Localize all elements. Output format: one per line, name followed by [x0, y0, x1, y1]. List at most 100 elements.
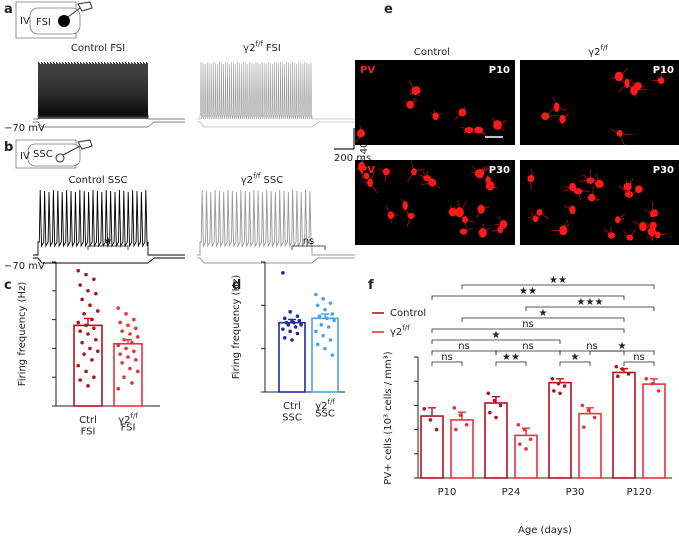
data-point — [86, 289, 90, 293]
significance-bracket — [431, 339, 561, 344]
data-point — [126, 323, 130, 328]
pv-cell — [595, 179, 604, 189]
spike-trace — [33, 189, 185, 256]
data-point — [562, 384, 567, 388]
significance-bracket — [589, 350, 655, 355]
data-point — [290, 338, 294, 342]
data-point — [86, 332, 90, 336]
hyperpolarizing-trace — [33, 121, 185, 128]
stain-label: PV — [360, 65, 375, 76]
data-point — [592, 415, 597, 420]
data-point — [650, 381, 655, 386]
pv-cell — [478, 228, 487, 238]
data-point — [321, 333, 325, 338]
pv-cell — [455, 207, 464, 218]
spike-trace — [197, 61, 355, 120]
legend-label: γ2f/f — [390, 324, 410, 338]
panel-label: f — [368, 278, 374, 293]
hyperpolarizing-trace — [197, 121, 355, 128]
data-point — [428, 418, 433, 422]
data-point — [128, 366, 132, 371]
data-point — [128, 332, 132, 336]
error-bar — [428, 407, 436, 417]
bar — [113, 342, 143, 407]
significance-label: ★★ — [502, 352, 520, 363]
hyperpolarizing-trace — [33, 257, 185, 264]
pv-cell — [573, 188, 583, 195]
rest-label: −70 mV — [4, 261, 45, 272]
pv-cell — [411, 168, 417, 176]
significance-label: ns — [633, 352, 645, 363]
data-point — [118, 352, 122, 356]
data-point — [656, 389, 661, 393]
data-point — [120, 329, 124, 333]
data-point — [326, 325, 331, 329]
age-label: P30 — [489, 165, 510, 176]
data-point — [134, 358, 138, 362]
data-point — [94, 337, 98, 342]
micrograph — [355, 60, 515, 145]
pv-cell — [363, 172, 370, 180]
pv-cell — [356, 129, 366, 138]
trace-title: Control SSC — [68, 175, 127, 186]
significance-label: ★ — [104, 236, 113, 247]
x-tick-label: P30 — [566, 487, 585, 498]
data-point — [80, 297, 84, 302]
pv-cell — [382, 168, 390, 176]
significance-label: ★★★ — [577, 297, 604, 308]
x-axis-label: Age (days) — [518, 525, 572, 536]
data-point — [132, 349, 136, 354]
significance-bracket — [431, 328, 625, 333]
pv-cell — [411, 87, 419, 95]
data-point — [136, 369, 140, 374]
pv-cell — [635, 185, 643, 194]
bar — [278, 321, 306, 393]
data-point — [626, 372, 631, 376]
data-point — [76, 320, 80, 325]
significance-label: ★★ — [519, 286, 537, 297]
significance-label: ns — [303, 236, 315, 247]
data-point — [582, 425, 586, 429]
data-point — [319, 323, 324, 327]
pv-cell — [624, 190, 634, 198]
data-point — [518, 442, 522, 446]
significance-label: ★★ — [549, 275, 567, 286]
data-point — [96, 309, 100, 313]
data-point — [586, 408, 591, 413]
panel-label: b — [4, 140, 13, 155]
pv-cell — [407, 212, 415, 219]
significance-label: ns — [441, 352, 453, 363]
pv-cell — [616, 129, 623, 137]
pv-cell — [536, 208, 543, 216]
bar — [578, 412, 602, 479]
data-point — [644, 376, 649, 381]
data-point — [86, 384, 90, 388]
data-point — [321, 297, 325, 301]
pv-cell — [559, 114, 566, 124]
data-point — [88, 303, 92, 308]
y-axis-label: Firing frequency (Hz) — [231, 275, 242, 380]
scale-label: 200 ms — [334, 153, 371, 164]
data-point — [92, 326, 96, 331]
pv-cell — [623, 182, 632, 191]
data-point — [486, 391, 491, 396]
trace-title: γ2f/f SSC — [241, 172, 283, 186]
data-point — [122, 375, 126, 380]
spike-trace — [197, 189, 355, 256]
pv-cell — [464, 126, 474, 134]
pv-cell — [569, 182, 577, 192]
significance-bracket — [431, 295, 625, 300]
data-point — [524, 447, 528, 451]
pv-cell — [639, 221, 647, 232]
pv-cell — [459, 228, 468, 235]
stain-label: PV — [360, 165, 375, 176]
data-point — [130, 381, 134, 385]
bar — [612, 371, 636, 479]
data-point — [282, 336, 287, 340]
data-point — [299, 323, 303, 327]
significance-bracket — [461, 284, 655, 289]
panel-label: a — [4, 2, 13, 17]
data-point — [116, 386, 120, 391]
pv-cell — [630, 85, 638, 96]
data-point — [134, 326, 138, 331]
